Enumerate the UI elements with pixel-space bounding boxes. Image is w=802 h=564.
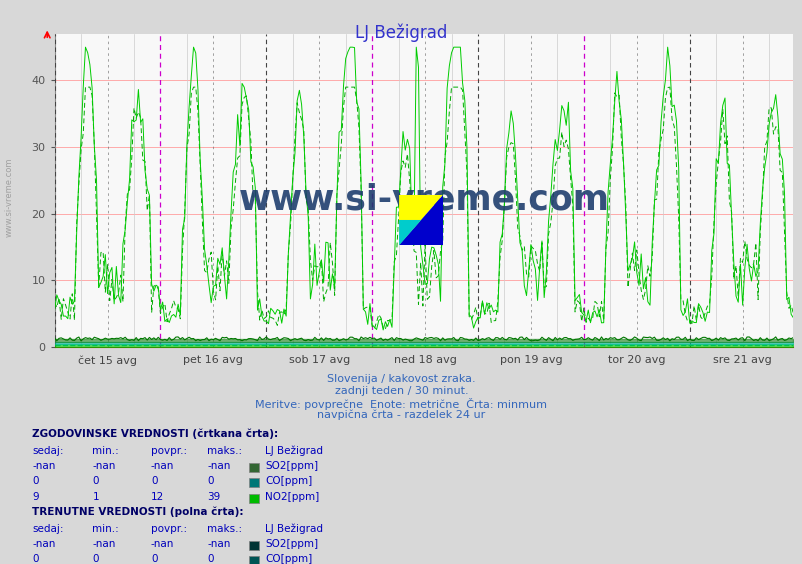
Text: Meritve: povprečne  Enote: metrične  Črta: minmum: Meritve: povprečne Enote: metrične Črta:… [255,398,547,409]
Text: 0: 0 [92,554,99,564]
Text: 0: 0 [151,554,157,564]
Text: -nan: -nan [92,461,115,472]
Text: www.si-vreme.com: www.si-vreme.com [238,183,609,217]
Text: 0: 0 [151,477,157,487]
Text: tor 20 avg: tor 20 avg [607,355,665,365]
Text: CO[ppm]: CO[ppm] [265,477,312,487]
Text: navpična črta - razdelek 24 ur: navpična črta - razdelek 24 ur [317,409,485,420]
Text: 1: 1 [92,492,99,502]
Text: 0: 0 [207,554,213,564]
Text: -nan: -nan [32,539,55,549]
Text: -nan: -nan [32,461,55,472]
Text: maks.:: maks.: [207,446,242,456]
Text: pet 16 avg: pet 16 avg [183,355,243,365]
Text: maks.:: maks.: [207,524,242,534]
Text: min.:: min.: [92,446,119,456]
Text: LJ Bežigrad: LJ Bežigrad [354,24,448,42]
Text: sedaj:: sedaj: [32,446,63,456]
Text: 0: 0 [32,477,38,487]
Text: CO[ppm]: CO[ppm] [265,554,312,564]
Text: povpr.:: povpr.: [151,446,187,456]
Text: -nan: -nan [151,539,174,549]
Text: -nan: -nan [207,539,230,549]
Text: 12: 12 [151,492,164,502]
Text: Slovenija / kakovost zraka.: Slovenija / kakovost zraka. [326,374,476,384]
Text: sedaj:: sedaj: [32,524,63,534]
Text: TRENUTNE VREDNOSTI (polna črta):: TRENUTNE VREDNOSTI (polna črta): [32,506,243,517]
Text: -nan: -nan [207,461,230,472]
Text: -nan: -nan [92,539,115,549]
Text: min.:: min.: [92,524,119,534]
Polygon shape [399,220,421,245]
Text: LJ Bežigrad: LJ Bežigrad [265,523,322,534]
Text: sob 17 avg: sob 17 avg [288,355,350,365]
Text: ned 18 avg: ned 18 avg [393,355,456,365]
Text: čet 15 avg: čet 15 avg [78,355,137,366]
Text: NO2[ppm]: NO2[ppm] [265,492,319,502]
Text: ZGODOVINSKE VREDNOSTI (črtkana črta):: ZGODOVINSKE VREDNOSTI (črtkana črta): [32,429,278,439]
Text: 9: 9 [32,492,38,502]
Text: 39: 39 [207,492,221,502]
Text: SO2[ppm]: SO2[ppm] [265,539,318,549]
Text: LJ Bežigrad: LJ Bežigrad [265,446,322,456]
Text: povpr.:: povpr.: [151,524,187,534]
Text: zadnji teden / 30 minut.: zadnji teden / 30 minut. [334,386,468,396]
Text: pon 19 avg: pon 19 avg [499,355,561,365]
Text: 0: 0 [92,477,99,487]
Text: 0: 0 [32,554,38,564]
Text: -nan: -nan [151,461,174,472]
Polygon shape [399,195,443,245]
Text: 0: 0 [207,477,213,487]
Polygon shape [399,195,443,245]
Text: sre 21 avg: sre 21 avg [712,355,771,365]
Text: SO2[ppm]: SO2[ppm] [265,461,318,472]
Text: www.si-vreme.com: www.si-vreme.com [5,158,14,237]
